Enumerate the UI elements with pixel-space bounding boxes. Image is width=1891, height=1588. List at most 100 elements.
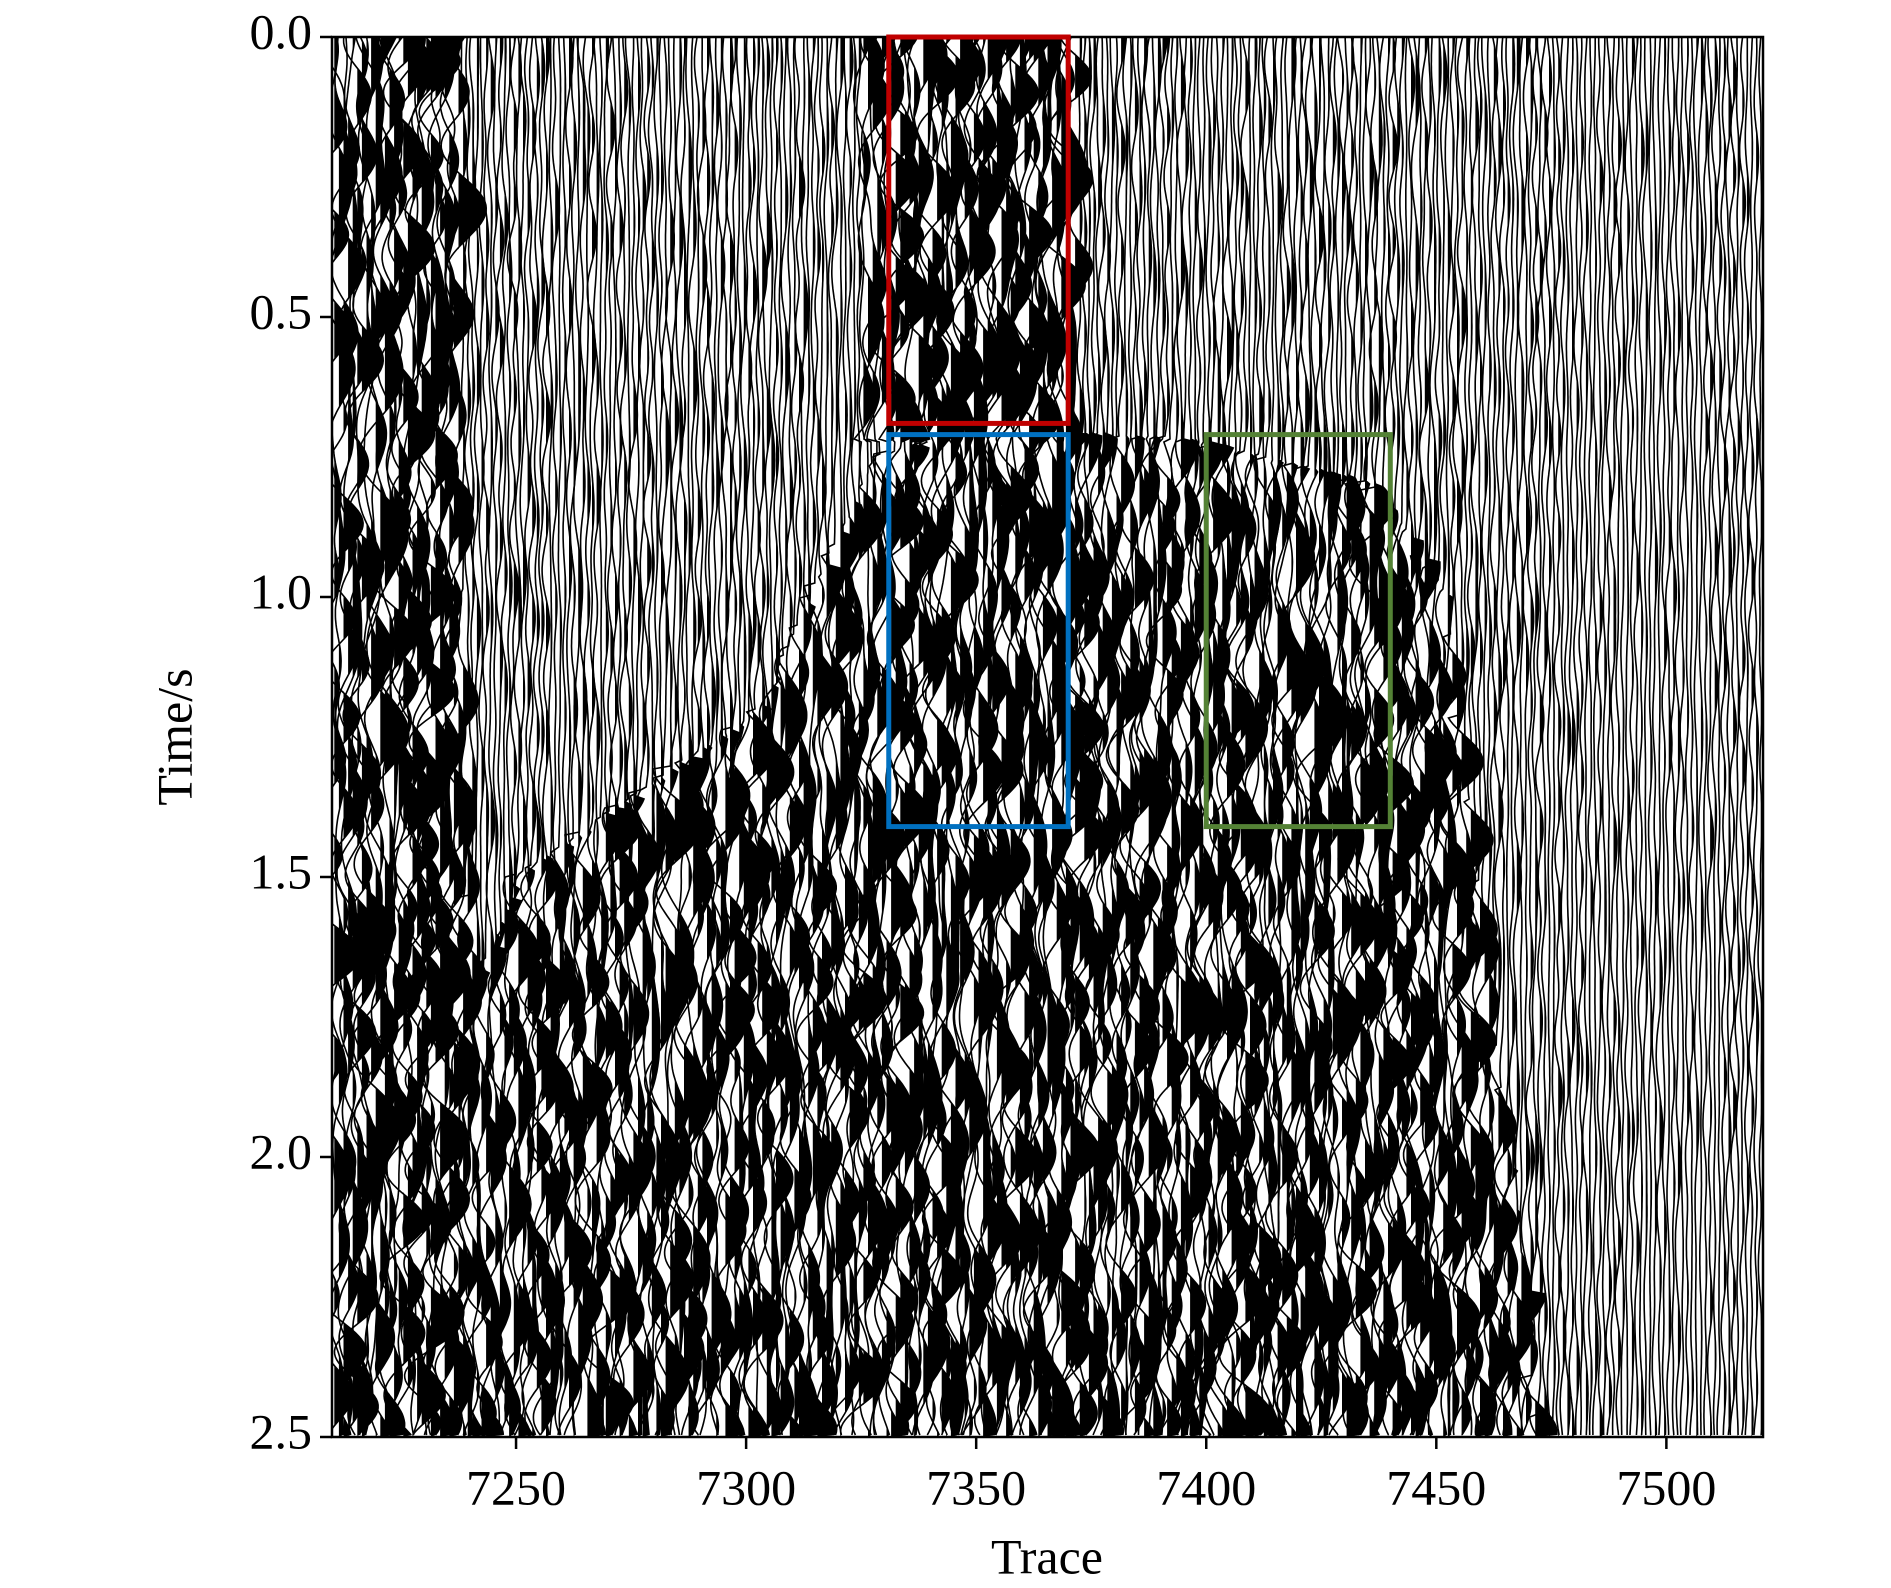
- wiggle-fill: [1282, 37, 1298, 1437]
- wiggle-trace: [647, 37, 690, 1436]
- wiggle-trace: [435, 37, 477, 1436]
- wiggle-trace: [643, 37, 675, 1436]
- wiggle-trace: [571, 37, 613, 1436]
- wiggle-trace: [1170, 37, 1205, 1436]
- x-tick-label: 7250: [466, 1459, 566, 1515]
- wiggle-trace: [391, 37, 436, 1436]
- wiggle-trace: [1427, 37, 1459, 1436]
- wiggle-fill: [619, 37, 638, 1437]
- wiggle-trace: [1641, 37, 1649, 1436]
- wiggle-fill: [1102, 37, 1124, 1437]
- wiggle-trace: [1743, 37, 1750, 1436]
- wiggle-fill: [661, 37, 674, 1437]
- wiggle-trace: [1706, 37, 1715, 1436]
- wiggle-fill: [1374, 37, 1394, 1437]
- wiggle-trace: [1445, 37, 1479, 1436]
- wiggle-trace: [371, 37, 416, 1436]
- wiggle-fill: [960, 37, 983, 1437]
- wiggle-fill: [407, 37, 435, 1437]
- wiggle-fill: [513, 37, 527, 1437]
- wiggle-fill: [1190, 37, 1208, 1437]
- wiggle-trace: [1627, 37, 1636, 1436]
- wiggle-fill: [757, 37, 775, 1437]
- wiggle-fill: [426, 37, 443, 1437]
- wiggle-fill: [881, 37, 899, 1437]
- wiggle-fill: [1756, 37, 1759, 1437]
- wiggle-trace: [1471, 37, 1500, 1436]
- wiggle-trace: [1063, 37, 1105, 1436]
- wiggle-fill: [1116, 37, 1129, 1437]
- wiggle-fill: [799, 37, 817, 1437]
- wiggle-trace: [1647, 37, 1653, 1436]
- wiggle-trace: [409, 37, 444, 1436]
- wiggle-trace: [1292, 37, 1326, 1436]
- highlight-box: [886, 432, 1071, 830]
- wiggle-fill: [633, 37, 652, 1437]
- wiggle-trace: [1139, 37, 1178, 1436]
- wiggle-trace: [1253, 37, 1275, 1436]
- wiggle-trace: [865, 37, 907, 1436]
- wiggle-trace: [1515, 37, 1547, 1436]
- wiggle-trace: [669, 37, 712, 1436]
- wiggle-fill: [1493, 37, 1504, 1437]
- wiggle-trace: [1550, 37, 1556, 1436]
- wiggle-trace: [487, 37, 519, 1436]
- wiggle-trace: [690, 37, 715, 1436]
- wiggle-fill: [707, 37, 720, 1437]
- wiggle-trace: [1605, 37, 1613, 1436]
- wiggle-trace: [563, 37, 604, 1436]
- wiggle-trace: [493, 37, 532, 1436]
- wiggle-trace: [794, 37, 821, 1436]
- wiggle-trace: [1719, 37, 1729, 1436]
- wiggle-trace: [770, 37, 795, 1436]
- wiggle-trace: [1457, 37, 1498, 1436]
- wiggle-trace: [1336, 37, 1378, 1436]
- wiggle-trace: [1424, 37, 1456, 1436]
- x-tick-label: 7300: [696, 1459, 796, 1515]
- wiggle-trace: [1500, 37, 1522, 1436]
- wiggle-fill: [546, 37, 570, 1437]
- wiggle-fill: [891, 37, 907, 1437]
- y-tick-label: 2.0: [250, 1123, 313, 1179]
- wiggle-trace: [511, 37, 547, 1436]
- wiggle-fill: [1429, 37, 1445, 1437]
- wiggle-trace: [1520, 37, 1539, 1436]
- wiggle-fill: [1443, 37, 1458, 1437]
- wiggle-trace: [465, 37, 505, 1436]
- trace-area: [332, 37, 1763, 1437]
- wiggle-trace: [332, 37, 356, 1436]
- wiggle-fill: [1438, 37, 1455, 1437]
- wiggle-trace: [1324, 37, 1364, 1436]
- x-axis-label: Trace: [991, 1528, 1103, 1584]
- wiggle-fill: [499, 37, 516, 1437]
- wiggle-trace: [1186, 37, 1218, 1436]
- wiggle-trace: [1337, 37, 1384, 1436]
- wiggle-trace: [1154, 37, 1185, 1436]
- wiggle-fill: [647, 37, 660, 1437]
- wiggle-fill: [1038, 37, 1060, 1437]
- wiggle-trace: [627, 37, 653, 1436]
- wiggle-trace: [599, 37, 643, 1436]
- wiggle-fill: [900, 37, 924, 1437]
- wiggle-trace: [1614, 37, 1623, 1436]
- wiggle-trace: [1029, 37, 1074, 1436]
- wiggle-trace: [1431, 37, 1472, 1436]
- wiggle-trace: [1133, 37, 1173, 1436]
- wiggle-trace: [1008, 37, 1040, 1436]
- wiggle-trace: [432, 37, 471, 1436]
- wiggle-fill: [1300, 37, 1317, 1437]
- wiggle-fill: [849, 37, 869, 1437]
- wiggle-trace: [819, 37, 849, 1436]
- wiggle-fill: [840, 37, 856, 1437]
- wiggle-fill: [794, 37, 811, 1437]
- wiggle-trace: [1218, 37, 1255, 1436]
- wiggle-fill: [831, 37, 848, 1437]
- wiggle-fill: [987, 37, 1005, 1437]
- wiggle-trace: [1084, 37, 1125, 1436]
- highlight-box: [1203, 432, 1393, 830]
- wiggle-trace: [488, 37, 517, 1436]
- wiggle-fill: [858, 37, 870, 1437]
- wiggle-trace: [1485, 37, 1513, 1436]
- wiggle-trace: [1495, 37, 1519, 1436]
- wiggle-fill: [1139, 37, 1160, 1437]
